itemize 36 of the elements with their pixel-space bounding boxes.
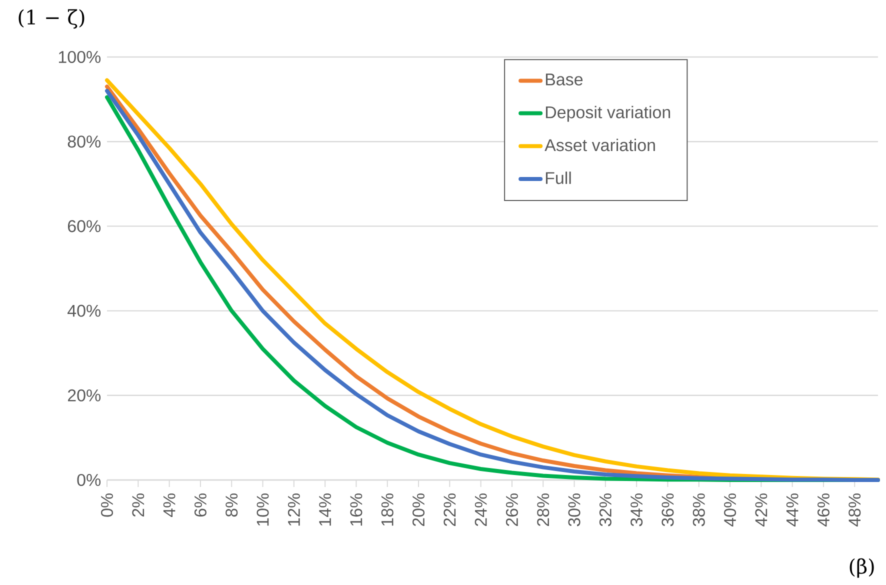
x-tick-label: 10%	[256, 493, 269, 526]
x-tick-label: 40%	[724, 493, 736, 526]
x-tick-label: 38%	[692, 493, 705, 526]
x-tick-label: 4%	[163, 493, 176, 518]
legend-label: Asset variation	[544, 138, 655, 152]
x-tick-label: 34%	[630, 493, 643, 526]
y-tick-label: 60%	[68, 220, 101, 232]
x-tick-label: 12%	[288, 493, 300, 526]
y-tick-label: 80%	[68, 136, 101, 148]
x-tick-label: 24%	[474, 493, 487, 526]
x-axis-title: (β)	[850, 558, 874, 578]
x-tick-label: 2%	[132, 493, 144, 517]
x-tick-label: 42%	[755, 493, 768, 526]
x-tick-label: 28%	[537, 493, 550, 526]
x-tick-label: 6%	[194, 493, 206, 517]
y-tick-label: 40%	[68, 304, 101, 317]
x-tick-label: 36%	[662, 493, 674, 526]
x-tick-label: 20%	[412, 493, 425, 526]
y-axis-title: (1 − ζ)	[18, 9, 84, 29]
legend-label: Deposit variation	[546, 106, 670, 122]
x-tick-label: 18%	[381, 493, 394, 526]
y-tick-label: 0%	[77, 474, 101, 486]
x-tick-label: 44%	[786, 493, 798, 526]
x-tick-label: 26%	[506, 493, 518, 526]
legend-label: Base	[546, 74, 583, 86]
x-tick-label: 46%	[817, 493, 830, 526]
x-tick-label: 30%	[568, 493, 580, 526]
x-tick-label: 22%	[444, 493, 456, 526]
x-tick-label: 48%	[848, 493, 861, 526]
x-tick-label: 16%	[350, 493, 362, 526]
x-tick-label: 8%	[226, 493, 238, 517]
x-tick-label: 14%	[319, 493, 332, 526]
y-tick-label: 20%	[68, 389, 101, 402]
x-tick-label: 32%	[599, 493, 612, 526]
y-tick-label: 100%	[58, 50, 101, 64]
legend-label: Full	[546, 172, 571, 184]
